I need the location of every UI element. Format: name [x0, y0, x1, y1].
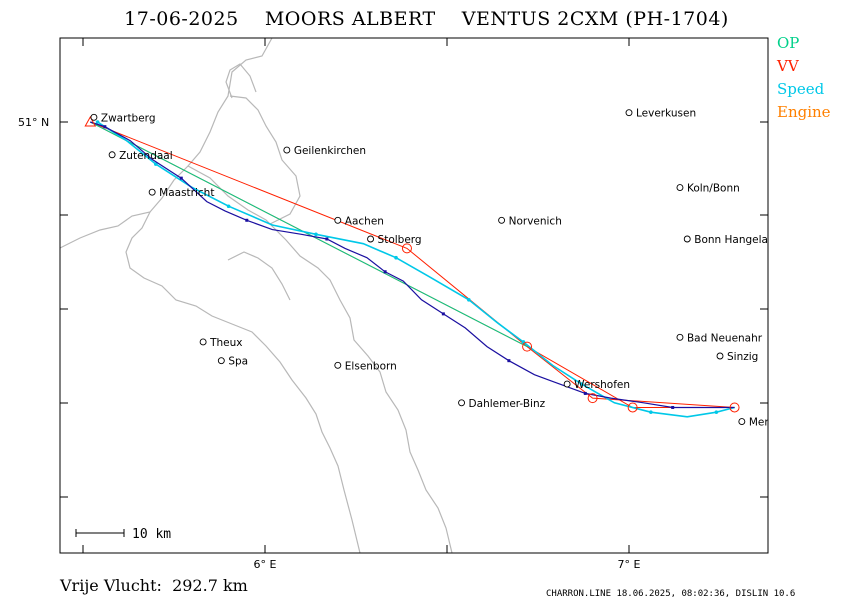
legend-item-speed: Speed — [777, 80, 825, 98]
place-marker — [334, 361, 342, 369]
turnpoint-circle — [522, 341, 533, 352]
place-label: Liege — [10, 300, 38, 312]
flight-track — [90, 121, 735, 409]
place-label: Zwartberg — [101, 112, 156, 124]
distance-readout: Vrije Vlucht: 292.7 km — [60, 576, 248, 595]
lon-label: 6° E — [254, 558, 277, 571]
speed-point — [649, 410, 653, 414]
speed-point — [154, 162, 158, 166]
place-label: Dahlemer-Binz — [469, 398, 546, 410]
map-content: Zwartberg Zutendaal Maastricht Geilenkirche… — [0, 108, 787, 429]
turnpoint-circle — [587, 393, 598, 404]
footer-info: CHARRON.LINE 18.06.2025, 08:02:36, DISLI… — [546, 589, 796, 599]
place-marker — [108, 151, 116, 159]
legend-item-op: OP — [777, 34, 800, 52]
task-leg-upper — [90, 121, 735, 408]
place-marker — [738, 418, 746, 425]
map-title: 17-06-2025 MOORS ALBERT VENTUS 2CXM (PH-… — [124, 8, 729, 30]
place-marker — [217, 357, 225, 365]
border-line — [225, 63, 257, 99]
place-label: Koln/Bonn — [687, 183, 740, 195]
place-label: Maastricht — [159, 187, 214, 199]
place-label: Spa — [228, 356, 248, 368]
place-marker — [90, 113, 98, 121]
track-point — [507, 359, 511, 363]
speed-point — [95, 120, 100, 124]
track-point — [383, 270, 387, 274]
border-line — [229, 95, 301, 225]
speed-point — [467, 298, 471, 302]
place-label: Norvenich — [509, 215, 562, 227]
country-borders — [60, 38, 453, 553]
track-point — [103, 125, 107, 129]
place-label: Mendig — [749, 417, 787, 429]
lon-label: 7° E — [618, 558, 641, 571]
scale-label: 10 km — [132, 527, 171, 542]
track-point — [671, 405, 675, 409]
track-point — [179, 176, 183, 180]
speed-point — [314, 232, 318, 237]
place-label: Sinzig — [727, 351, 758, 363]
place-marker — [498, 216, 506, 224]
place-label: Bonn Hangelar — [694, 234, 773, 246]
speed-point — [226, 204, 231, 209]
speed-track — [97, 121, 735, 418]
place-marker — [199, 338, 207, 346]
place-label: Theux — [209, 337, 242, 349]
speed-point — [714, 410, 719, 414]
track-point — [583, 391, 587, 395]
border-line — [125, 211, 361, 553]
track-point — [245, 218, 249, 222]
place-marker — [458, 399, 466, 407]
place-marker — [283, 146, 291, 154]
place-marker — [0, 302, 6, 308]
place-marker — [563, 380, 571, 388]
place-marker — [148, 188, 156, 196]
track-point — [441, 312, 445, 316]
place-label: Leverkusen — [636, 108, 696, 120]
speed-point — [394, 255, 398, 260]
lat-label: 51° N — [18, 116, 49, 129]
track-point — [325, 237, 329, 241]
place-marker — [676, 184, 684, 191]
map-frame — [59, 37, 769, 554]
border-line — [60, 38, 273, 249]
place-label: Geilenkirchen — [294, 145, 366, 157]
place-marker — [625, 109, 633, 117]
place-label: Wershofen — [574, 379, 630, 391]
turnpoint-circle — [729, 402, 740, 413]
legend-item-vv: VV — [777, 57, 799, 75]
place-label: Stolberg — [378, 234, 422, 246]
op-leg — [90, 121, 528, 348]
task-leg-lower — [90, 121, 735, 408]
border-line — [187, 165, 453, 553]
turnpoint-circle — [627, 402, 638, 413]
place-label: Zutendaal — [119, 150, 173, 162]
place-marker — [676, 333, 684, 341]
place-label: Bad Neuenahr — [687, 332, 763, 344]
legend-item-engine: Engine — [777, 103, 831, 121]
place-marker — [716, 352, 724, 360]
place-marker — [334, 216, 342, 224]
speed-point — [579, 382, 584, 386]
place-label: Aachen — [345, 215, 384, 227]
border-line — [227, 251, 291, 301]
place-marker — [683, 235, 691, 243]
turnpoint-circle — [401, 243, 412, 254]
start-marker — [84, 115, 97, 127]
place-marker — [367, 235, 375, 243]
place-label: Elsenborn — [345, 360, 397, 372]
